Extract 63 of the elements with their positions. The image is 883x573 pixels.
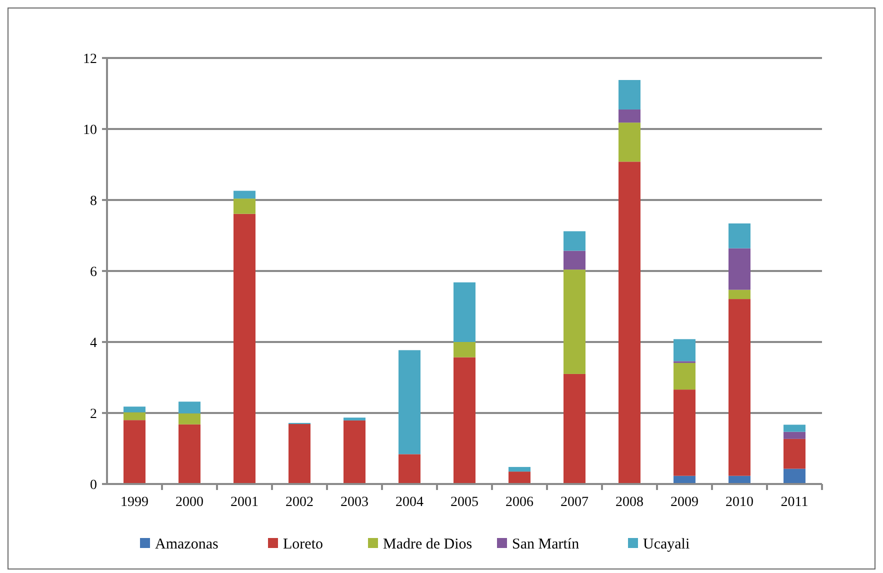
bar xyxy=(564,250,586,270)
bar xyxy=(618,162,640,484)
x-tick-label: 2009 xyxy=(670,495,698,510)
bar xyxy=(784,468,806,484)
x-tick-label: 1999 xyxy=(120,495,148,510)
bar xyxy=(728,290,750,300)
y-tick-label: 8 xyxy=(90,194,97,209)
x-tick-label: 2010 xyxy=(726,495,754,510)
x-tick-label: 2004 xyxy=(396,495,424,510)
x-tick-label: 2006 xyxy=(506,495,534,510)
bar xyxy=(398,350,420,454)
legend-label: Amazonas xyxy=(155,536,218,552)
x-tick-label: 2000 xyxy=(176,495,204,510)
bar xyxy=(508,466,530,472)
bar xyxy=(508,472,530,484)
x-tick-label: 2002 xyxy=(286,495,314,510)
y-tick-label: 2 xyxy=(90,406,97,422)
x-tick-label: 2011 xyxy=(780,495,808,510)
bar xyxy=(784,438,806,469)
legend-label: Ucayali xyxy=(643,536,690,552)
legend-label: Madre de Dios xyxy=(383,536,472,552)
bar xyxy=(674,362,696,390)
bar xyxy=(728,299,750,476)
bar xyxy=(178,424,200,484)
bar xyxy=(124,420,146,484)
y-tick-label: 12 xyxy=(83,52,97,67)
bar xyxy=(564,231,586,251)
bar xyxy=(398,454,420,484)
legend-label: Loreto xyxy=(283,536,323,552)
bar xyxy=(674,390,696,476)
bar xyxy=(454,357,476,484)
bar xyxy=(234,198,256,214)
legend-label: San Martín xyxy=(512,536,580,552)
x-tick-label: 2005 xyxy=(450,495,478,510)
bar xyxy=(178,402,200,414)
bar xyxy=(124,412,146,420)
bar xyxy=(784,424,806,432)
bar xyxy=(454,342,476,358)
bar xyxy=(234,214,256,484)
x-tick-label: 2003 xyxy=(340,495,368,510)
y-tick-label: 10 xyxy=(83,122,97,138)
bar xyxy=(618,122,640,162)
bar xyxy=(674,339,696,362)
bar xyxy=(784,432,806,439)
y-tick-label: 4 xyxy=(90,336,97,351)
bar xyxy=(618,109,640,123)
y-tick-label: 6 xyxy=(90,264,97,280)
bar xyxy=(728,223,750,248)
x-tick-label: 2007 xyxy=(560,495,588,510)
bar xyxy=(234,190,256,199)
bar xyxy=(344,420,366,484)
bar xyxy=(564,374,586,484)
bar xyxy=(178,413,200,424)
x-tick-label: 2001 xyxy=(230,495,258,510)
bar xyxy=(618,80,640,110)
bar xyxy=(728,248,750,290)
bar xyxy=(124,406,146,412)
x-tick-label: 2008 xyxy=(616,495,644,510)
bar xyxy=(344,418,366,420)
y-tick-label: 0 xyxy=(90,478,97,493)
bar xyxy=(564,270,586,374)
bar xyxy=(454,282,476,342)
bar xyxy=(288,424,310,484)
